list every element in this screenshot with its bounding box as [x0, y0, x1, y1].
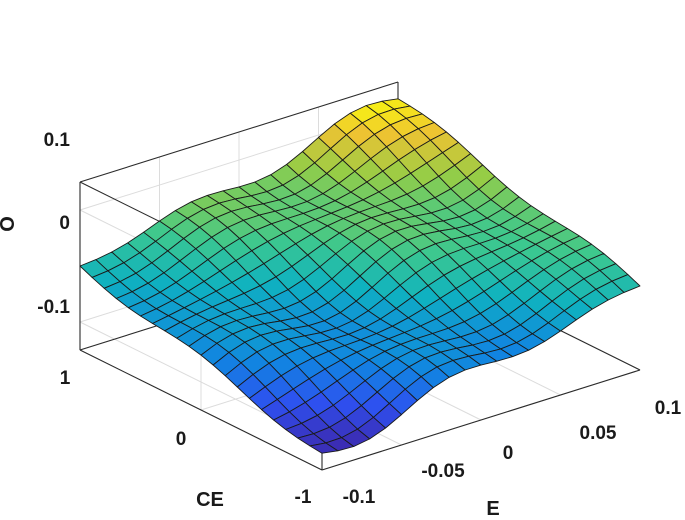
y-tick-label: -1: [295, 487, 312, 508]
x-tick-label: 0.05: [580, 423, 617, 444]
x-tick-label: 0.1: [655, 398, 682, 419]
y-axis-label: CE: [196, 489, 224, 511]
axes-edge: [79, 81, 399, 183]
z-tick-label: -0.1: [37, 297, 70, 318]
y-tick-label: 1: [60, 368, 71, 389]
surface-patch: [611, 274, 641, 293]
axes-edge: [79, 349, 323, 471]
y-tick-label: 0: [176, 429, 187, 450]
x-tick-label: -0.05: [421, 461, 465, 482]
axes-edge: [321, 369, 641, 471]
z-axis-label: O: [0, 216, 19, 232]
z-tick-label: 0.1: [44, 130, 71, 151]
x-axis-label: E: [486, 498, 499, 520]
x-tick-label: -0.1: [343, 487, 376, 508]
surface: [79, 98, 641, 454]
z-tick-label: 0: [59, 213, 70, 234]
x-tick-label: 0: [503, 443, 514, 464]
